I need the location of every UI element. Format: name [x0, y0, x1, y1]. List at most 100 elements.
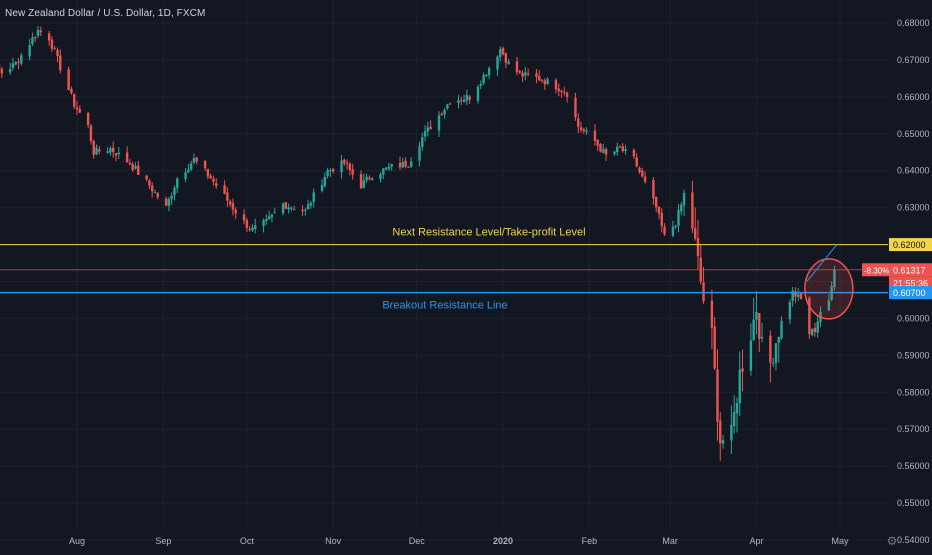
candle-body: [115, 153, 117, 156]
candle-body: [145, 176, 147, 179]
candle-body: [312, 192, 314, 202]
candle-body: [265, 219, 267, 221]
candle-body: [636, 157, 638, 166]
candle-body: [507, 62, 509, 64]
candle-body: [624, 149, 626, 151]
candle-body: [251, 228, 253, 231]
candle-body: [519, 71, 521, 73]
candle-body: [677, 210, 679, 226]
candle-body: [382, 169, 384, 175]
candle-body: [67, 69, 69, 90]
candle-body: [93, 141, 95, 155]
gear-icon[interactable]: ⚙: [884, 534, 900, 548]
candle-body: [613, 152, 615, 154]
candle-body: [402, 162, 404, 167]
candle-body: [463, 100, 465, 102]
candle-body: [134, 166, 136, 168]
time-tick-label: Feb: [582, 536, 598, 546]
candle-body: [482, 75, 484, 84]
candle-body: [602, 149, 604, 153]
breakout-circle: [805, 259, 853, 319]
candle-body: [204, 161, 206, 168]
candle-body: [209, 176, 211, 179]
candle-body: [106, 151, 108, 153]
candle-body: [772, 363, 774, 364]
candle-body: [811, 329, 813, 336]
candle: [800, 293, 802, 299]
candle-body: [488, 68, 490, 75]
candle-body: [641, 171, 643, 177]
candle-body: [388, 167, 390, 169]
candle-body: [496, 57, 498, 70]
breakout-price-tag-text: 0.60700: [893, 288, 926, 298]
price-tick-label: 0.66000: [897, 92, 930, 102]
candle-body: [126, 152, 128, 162]
candle-body: [184, 172, 186, 179]
candle-body: [187, 169, 189, 172]
candle-body: [460, 100, 462, 101]
candle-body: [248, 229, 250, 230]
candle-body: [324, 177, 326, 186]
time-tick-label: Oct: [240, 536, 255, 546]
candle-body: [418, 147, 420, 161]
candle-body: [477, 87, 479, 101]
candle-body: [254, 225, 256, 229]
candle-body: [321, 185, 323, 191]
candle-body: [310, 203, 312, 205]
candle-body: [385, 168, 387, 170]
candle-body: [722, 440, 724, 443]
candle-body: [193, 158, 195, 162]
candle-body: [758, 313, 760, 339]
candle-body: [597, 140, 599, 146]
candle-body: [365, 177, 367, 181]
candle-body: [87, 113, 89, 125]
candle-body: [733, 412, 735, 426]
candle-body: [173, 188, 175, 196]
candle-body: [502, 48, 504, 55]
time-tick-label: Aug: [69, 536, 85, 546]
time-tick-label: May: [831, 536, 849, 546]
candle-body: [546, 79, 548, 84]
candle-body: [658, 207, 660, 214]
candle-body: [480, 84, 482, 86]
candle-body: [560, 91, 562, 92]
candle-body: [329, 170, 331, 171]
price-tick-label: 0.67000: [897, 55, 930, 65]
candle-body: [170, 196, 172, 199]
candle-body: [232, 203, 234, 209]
candle-body: [638, 168, 640, 172]
candle-body: [98, 149, 100, 151]
price-tick-label: 0.56000: [897, 461, 930, 471]
candle-body: [468, 96, 470, 99]
candle-body: [516, 61, 518, 72]
candle-body: [56, 50, 58, 56]
candle-body: [814, 328, 816, 332]
price-tick-label: 0.64000: [897, 166, 930, 176]
candle-body: [619, 147, 621, 148]
candle-body: [404, 161, 406, 167]
time-tick-label: Nov: [325, 536, 342, 546]
candle-body: [293, 209, 295, 210]
candle-body: [755, 312, 757, 320]
candle-body: [290, 208, 292, 209]
candle-body: [661, 213, 663, 226]
candle-body: [31, 37, 33, 44]
candle-body: [368, 178, 370, 179]
candle-body: [399, 163, 401, 167]
last-price-tag-text: 0.61317: [893, 265, 926, 275]
candle-body: [577, 118, 579, 126]
time-tick-label: Apr: [749, 536, 763, 546]
candle-body: [226, 192, 228, 200]
candle-body: [282, 204, 284, 214]
candle-body: [797, 294, 799, 297]
change-badge: -8.30%: [862, 263, 889, 276]
candle-body: [109, 148, 111, 152]
candle-body: [17, 62, 19, 63]
candle-body: [429, 127, 431, 130]
candle-body: [761, 337, 763, 338]
resistance-label: Next Resistance Level/Take-profit Level: [392, 227, 585, 239]
candle: [811, 329, 813, 337]
candle-body: [424, 131, 426, 136]
